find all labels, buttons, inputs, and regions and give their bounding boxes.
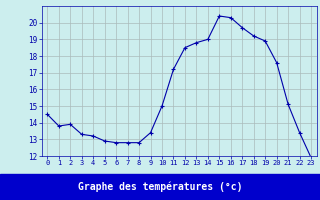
Text: Graphe des températures (°c): Graphe des températures (°c) (78, 182, 242, 192)
